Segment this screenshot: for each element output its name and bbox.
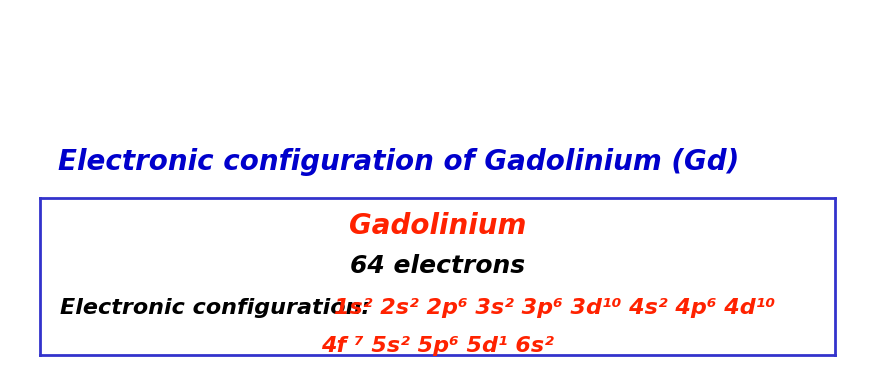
Text: Gadolinium: Gadolinium [349, 212, 526, 240]
Text: 1s² 2s² 2p⁶ 3s² 3p⁶ 3d¹⁰ 4s² 4p⁶ 4d¹⁰: 1s² 2s² 2p⁶ 3s² 3p⁶ 3d¹⁰ 4s² 4p⁶ 4d¹⁰ [334, 298, 774, 318]
Text: 4f ⁷ 5s² 5p⁶ 5d¹ 6s²: 4f ⁷ 5s² 5p⁶ 5d¹ 6s² [320, 336, 553, 356]
Text: Electronic configuration of Gadolinium (Gd): Electronic configuration of Gadolinium (… [58, 148, 738, 176]
Text: Electronic configuration:: Electronic configuration: [60, 298, 378, 318]
Text: 64 electrons: 64 electrons [349, 253, 524, 278]
